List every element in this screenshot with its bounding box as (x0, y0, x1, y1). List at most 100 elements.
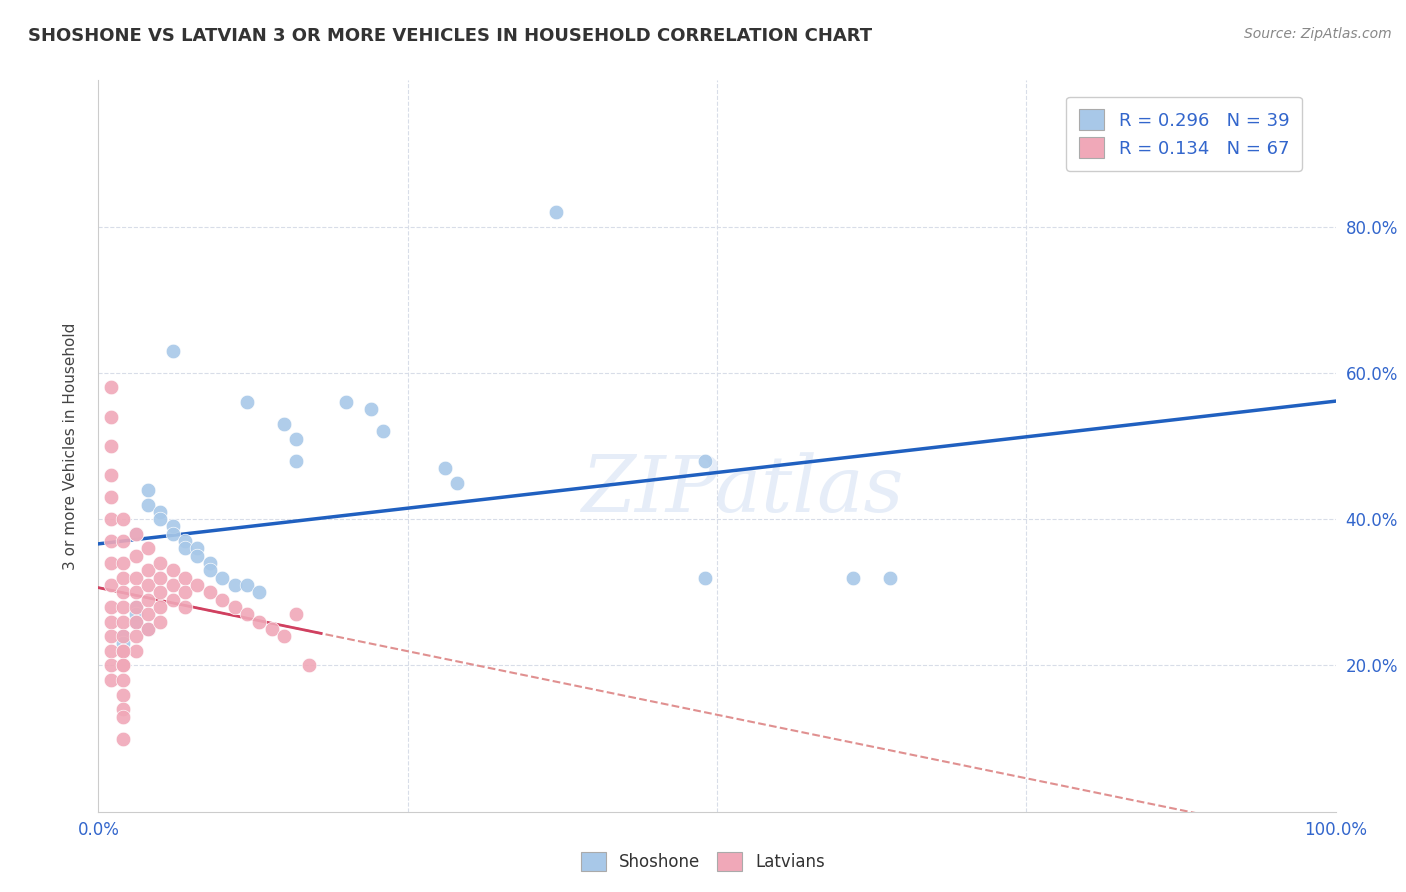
Point (100, 468, 122, 483)
Point (100, 439, 122, 453)
Point (693, 571, 716, 585)
Point (124, 607, 146, 622)
Point (149, 512, 172, 526)
Point (112, 658, 135, 673)
Point (136, 592, 159, 607)
Point (174, 585, 197, 599)
Point (186, 541, 208, 556)
Point (879, 571, 901, 585)
Point (273, 629, 295, 643)
Point (124, 526, 146, 541)
Point (100, 380, 122, 394)
Point (136, 622, 159, 636)
Point (136, 622, 159, 636)
Point (100, 578, 122, 592)
Point (112, 534, 135, 549)
Point (136, 483, 159, 497)
Point (285, 607, 308, 622)
Point (186, 549, 208, 563)
Point (112, 629, 135, 643)
Point (433, 461, 456, 475)
Point (198, 563, 221, 577)
Point (360, 402, 382, 417)
Point (174, 534, 197, 549)
Point (136, 578, 159, 592)
Point (100, 534, 122, 549)
Point (211, 592, 233, 607)
Point (260, 622, 283, 636)
Point (136, 563, 159, 577)
Point (273, 417, 295, 431)
Point (112, 644, 135, 658)
Point (198, 556, 221, 570)
Point (211, 571, 233, 585)
Point (112, 709, 135, 723)
Point (112, 644, 135, 658)
Point (124, 549, 146, 563)
Point (136, 541, 159, 556)
Point (124, 571, 146, 585)
Point (112, 673, 135, 687)
Point (100, 658, 122, 673)
Point (112, 512, 135, 526)
Point (124, 599, 146, 614)
Point (112, 615, 135, 629)
Point (112, 658, 135, 673)
Point (100, 615, 122, 629)
Point (247, 615, 270, 629)
Point (842, 571, 865, 585)
Point (112, 571, 135, 585)
Point (149, 599, 172, 614)
Point (136, 607, 159, 622)
Point (100, 490, 122, 504)
Point (236, 578, 259, 592)
Point (112, 599, 135, 614)
Point (149, 556, 172, 570)
Point (100, 629, 122, 643)
Point (149, 505, 172, 519)
Text: SHOSHONE VS LATVIAN 3 OR MORE VEHICLES IN HOUSEHOLD CORRELATION CHART: SHOSHONE VS LATVIAN 3 OR MORE VEHICLES I… (28, 27, 872, 45)
Point (100, 512, 122, 526)
Point (124, 615, 146, 629)
Point (112, 585, 135, 599)
Point (100, 599, 122, 614)
Point (162, 592, 184, 607)
Y-axis label: 3 or more Vehicles in Household: 3 or more Vehicles in Household (63, 322, 77, 570)
Text: ZIPatlas: ZIPatlas (581, 451, 903, 528)
Point (124, 599, 146, 614)
Point (198, 585, 221, 599)
Point (124, 644, 146, 658)
Point (693, 453, 716, 467)
Point (124, 585, 146, 599)
Point (285, 432, 308, 446)
Point (149, 585, 172, 599)
Point (236, 395, 259, 409)
Point (100, 644, 122, 658)
Point (162, 563, 184, 577)
Legend: R = 0.296   N = 39, R = 0.134   N = 67: R = 0.296 N = 39, R = 0.134 N = 67 (1066, 96, 1302, 171)
Point (100, 556, 122, 570)
Point (298, 658, 321, 673)
Point (371, 425, 394, 439)
Point (136, 498, 159, 512)
Point (162, 578, 184, 592)
Point (224, 578, 246, 592)
Point (112, 688, 135, 702)
Text: Source: ZipAtlas.com: Source: ZipAtlas.com (1244, 27, 1392, 41)
Point (112, 629, 135, 643)
Point (546, 205, 568, 219)
Point (174, 599, 197, 614)
Point (112, 636, 135, 650)
Point (112, 731, 135, 746)
Point (285, 453, 308, 467)
Point (224, 599, 246, 614)
Point (112, 702, 135, 716)
Point (174, 541, 197, 556)
Point (335, 395, 357, 409)
Point (124, 615, 146, 629)
Point (162, 343, 184, 358)
Point (247, 585, 270, 599)
Point (100, 673, 122, 687)
Point (446, 475, 468, 490)
Point (186, 578, 208, 592)
